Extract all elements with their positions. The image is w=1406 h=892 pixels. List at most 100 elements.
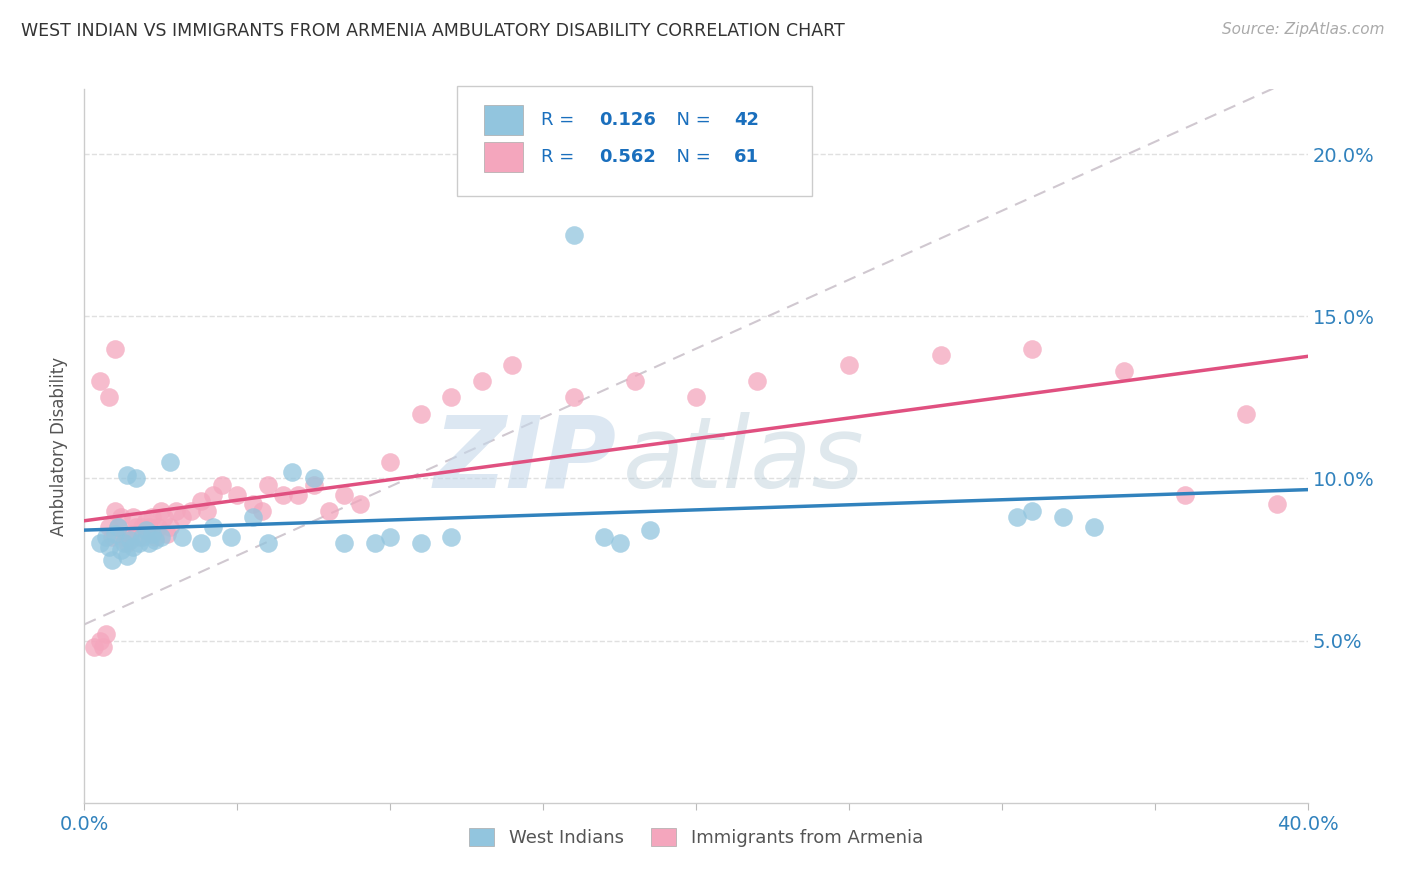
Point xyxy=(172,510,194,524)
Y-axis label: Ambulatory Disability: Ambulatory Disability xyxy=(51,357,69,535)
Point xyxy=(159,520,181,534)
Point xyxy=(318,504,340,518)
Point xyxy=(180,504,202,518)
Text: atlas: atlas xyxy=(623,412,865,508)
Point xyxy=(104,342,127,356)
Point xyxy=(172,530,194,544)
Point xyxy=(143,530,166,544)
Point xyxy=(562,390,585,404)
Point xyxy=(149,504,172,518)
Point xyxy=(112,536,135,550)
Point xyxy=(83,640,105,654)
Text: 0.562: 0.562 xyxy=(599,148,657,166)
Point xyxy=(112,530,135,544)
Point xyxy=(333,536,356,550)
Point xyxy=(153,510,176,524)
Text: Source: ZipAtlas.com: Source: ZipAtlas.com xyxy=(1222,22,1385,37)
Point xyxy=(838,358,860,372)
Point xyxy=(747,374,769,388)
Point xyxy=(131,520,153,534)
Point xyxy=(135,524,157,538)
Point xyxy=(1021,342,1043,356)
Point xyxy=(1114,364,1136,378)
Point xyxy=(195,504,218,518)
Point xyxy=(250,504,273,518)
FancyBboxPatch shape xyxy=(484,105,523,135)
Point xyxy=(349,497,371,511)
Point xyxy=(115,549,138,564)
Point xyxy=(107,520,129,534)
Point xyxy=(110,542,132,557)
Point xyxy=(120,533,142,547)
Point xyxy=(104,526,127,541)
Text: 0.126: 0.126 xyxy=(599,111,657,128)
Point xyxy=(380,530,402,544)
Point xyxy=(115,468,138,483)
Point xyxy=(146,520,169,534)
Point xyxy=(409,536,432,550)
Point xyxy=(97,390,120,404)
Point xyxy=(685,390,707,404)
Point xyxy=(1052,510,1074,524)
Point xyxy=(287,488,309,502)
Text: R =: R = xyxy=(541,148,579,166)
Point xyxy=(141,526,163,541)
Point xyxy=(141,510,163,524)
Point xyxy=(128,536,150,550)
Point xyxy=(125,520,148,534)
Point xyxy=(125,471,148,485)
Point xyxy=(440,530,463,544)
Point xyxy=(156,526,179,541)
Text: WEST INDIAN VS IMMIGRANTS FROM ARMENIA AMBULATORY DISABILITY CORRELATION CHART: WEST INDIAN VS IMMIGRANTS FROM ARMENIA A… xyxy=(21,22,845,40)
Point xyxy=(302,471,325,485)
Point xyxy=(89,536,111,550)
Point xyxy=(380,455,402,469)
Point xyxy=(89,633,111,648)
Point xyxy=(101,530,124,544)
Point xyxy=(609,536,631,550)
Point xyxy=(165,504,187,518)
Point xyxy=(122,510,145,524)
Point xyxy=(929,348,952,362)
Point xyxy=(302,478,325,492)
Legend: West Indians, Immigrants from Armenia: West Indians, Immigrants from Armenia xyxy=(470,828,922,847)
FancyBboxPatch shape xyxy=(457,86,813,196)
Point xyxy=(364,536,387,550)
Point xyxy=(97,520,120,534)
Point xyxy=(1005,510,1028,524)
Point xyxy=(115,536,138,550)
Point xyxy=(143,533,166,547)
Point xyxy=(440,390,463,404)
Point xyxy=(211,478,233,492)
Point xyxy=(201,520,224,534)
Point xyxy=(562,228,585,243)
Text: N =: N = xyxy=(665,148,717,166)
Point xyxy=(138,520,160,534)
Point xyxy=(219,530,242,544)
Point xyxy=(190,536,212,550)
Point xyxy=(1021,504,1043,518)
Point xyxy=(271,488,294,502)
Point xyxy=(89,374,111,388)
Point xyxy=(201,488,224,502)
Point xyxy=(149,530,172,544)
Point xyxy=(91,640,114,654)
Point xyxy=(593,530,616,544)
Point xyxy=(131,530,153,544)
Text: 42: 42 xyxy=(734,111,759,128)
Point xyxy=(138,536,160,550)
Text: N =: N = xyxy=(665,111,717,128)
Point xyxy=(94,530,117,544)
Point xyxy=(110,510,132,524)
FancyBboxPatch shape xyxy=(484,142,523,172)
Point xyxy=(1265,497,1288,511)
Point xyxy=(471,374,494,388)
Point xyxy=(97,540,120,554)
Point xyxy=(638,524,661,538)
Point xyxy=(135,514,157,528)
Point xyxy=(226,488,249,502)
Point xyxy=(502,358,524,372)
Point xyxy=(624,374,647,388)
Point xyxy=(159,455,181,469)
Point xyxy=(242,510,264,524)
